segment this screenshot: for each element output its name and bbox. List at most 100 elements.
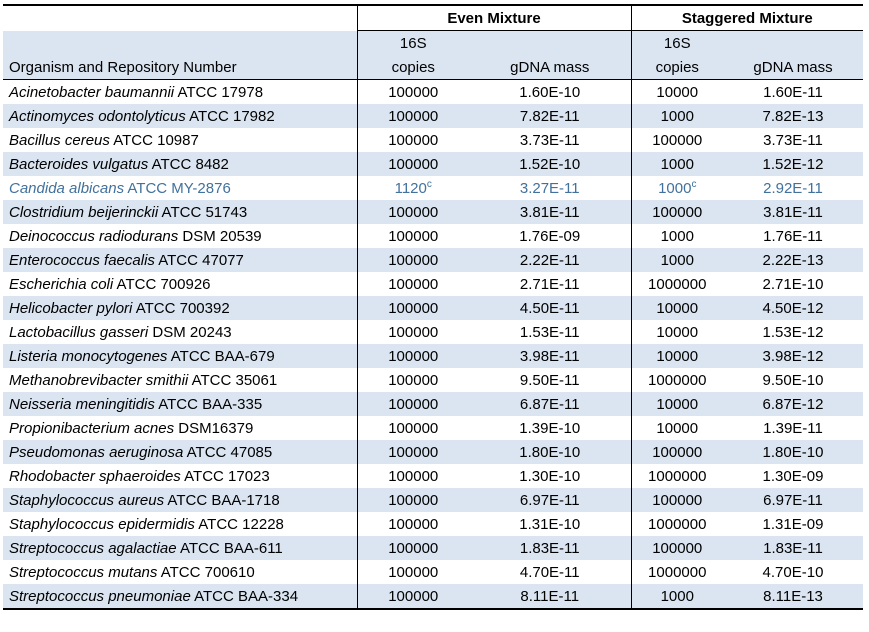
table-row: Neisseria meningitidis ATCC BAA-335 10000… — [3, 392, 863, 416]
staggered-16s-copies-cell: 10000 — [630, 392, 723, 416]
staggered-16s-copies-cell: 1000000 — [630, 464, 723, 488]
even-gdna-mass-cell: 1.80E-10 — [519, 443, 581, 461]
organism-cell: Listeria monocytogenes ATCC BAA-679 — [9, 347, 275, 365]
even-16s-copies-cell: 100000 — [356, 248, 469, 272]
empty-cell — [723, 31, 863, 56]
staggered-16s-copies-cell: 1000 — [630, 104, 723, 128]
staggered-16s-copies-cell: 10000 — [630, 320, 723, 344]
organism-cell: Bacteroides vulgatus ATCC 8482 — [9, 155, 229, 173]
even-16s-copies-cell: 100000 — [356, 560, 469, 584]
even-mixture-group-header: Even Mixture — [356, 5, 631, 31]
organism-cell: Candida albicans ATCC MY-2876 — [9, 179, 231, 197]
staggered-copies-header: copies — [630, 55, 723, 80]
staggered-gdna-mass-cell: 9.50E-10 — [762, 371, 824, 389]
table-row: Propionibacterium acnes DSM16379 100000 1.… — [3, 416, 863, 440]
table-row: Bacillus cereus ATCC 10987 100000 3.73E-11… — [3, 128, 863, 152]
even-gdna-mass-cell: 9.50E-11 — [519, 371, 580, 389]
organism-name: Methanobrevibacter smithii — [9, 371, 189, 389]
staggered-16s-copies-cell: 1000 — [630, 248, 723, 272]
organism-cell: Enterococcus faecalis ATCC 47077 — [9, 251, 244, 269]
table-row: Candida albicans ATCC MY-2876 1120c 3.27E-… — [3, 176, 863, 200]
staggered-gdna-mass-cell: 1.80E-10 — [762, 443, 824, 461]
organism-cell: Neisseria meningitidis ATCC BAA-335 — [9, 395, 263, 413]
table-row: Pseudomonas aeruginosa ATCC 47085 100000 1… — [3, 440, 863, 464]
staggered-16s-copies-cell: 10000 — [630, 296, 723, 320]
staggered-16s-copies-cell: 100000 — [630, 440, 723, 464]
organism-name: Acinetobacter baumannii — [9, 83, 175, 101]
organism-cell: Streptococcus agalactiae ATCC BAA-611 — [9, 539, 283, 557]
organism-cell: Helicobacter pylori ATCC 700392 — [9, 299, 230, 317]
organism-name: Helicobacter pylori — [9, 299, 133, 317]
organism-name: Bacteroides vulgatus — [9, 155, 149, 173]
staggered-16s-copies-cell: 1000 — [630, 224, 723, 248]
organism-cell: Streptococcus mutans ATCC 700610 — [9, 563, 255, 581]
staggered-mixture-group-header: Staggered Mixture — [630, 5, 863, 31]
organism-cell: Clostridium beijerinckii ATCC 51743 — [9, 203, 248, 221]
staggered-gdna-mass-cell: 1.53E-12 — [762, 323, 824, 341]
staggered-gdna-mass-cell: 6.97E-11 — [763, 491, 823, 509]
table-row: Actinomyces odontolyticus ATCC 17982 1000… — [3, 104, 863, 128]
staggered-gdna-mass-cell: 2.71E-10 — [762, 275, 824, 293]
staggered-gdna-mass-cell: 3.98E-12 — [762, 347, 824, 365]
staggered-16s-copies-cell: 1000000 — [630, 368, 723, 392]
organism-name: Streptococcus pneumoniae — [9, 587, 191, 605]
staggered-gdna-mass-cell: 3.81E-11 — [763, 203, 823, 221]
even-gdna-mass-cell: 6.87E-11 — [519, 395, 580, 413]
staggered-gdna-mass-cell: 4.50E-12 — [762, 299, 824, 317]
organism-cell: Acinetobacter baumannii ATCC 17978 — [9, 83, 264, 101]
even-16s-copies-cell: 1120c — [356, 176, 469, 200]
staggered-16s-copies-cell: 1000000 — [630, 560, 723, 584]
organism-column-header: Organism and Repository Number — [3, 55, 357, 80]
table-row: Clostridium beijerinckii ATCC 51743 10000… — [3, 200, 863, 224]
staggered-gdna-mass-header: gDNA mass — [723, 55, 863, 80]
even-16s-copies-cell: 100000 — [356, 296, 469, 320]
footnote-marker: c — [691, 178, 697, 190]
organism-cell: Staphylococcus epidermidis ATCC 12228 — [9, 515, 284, 533]
empty-cell — [469, 31, 631, 56]
table-row: Enterococcus faecalis ATCC 47077 100000 2.… — [3, 248, 863, 272]
staggered-16s-copies-cell: 100000 — [630, 128, 723, 152]
even-16s-copies-cell: 100000 — [356, 584, 469, 609]
even-16s-copies-cell: 100000 — [356, 152, 469, 176]
staggered-gdna-mass-cell: 6.87E-12 — [762, 395, 824, 413]
staggered-16s-copies-cell: 1000000 — [630, 512, 723, 536]
organism-name: Escherichia coli — [9, 275, 114, 293]
staggered-16s-copies-cell: 1000 — [630, 584, 723, 609]
even-gdna-mass-cell: 4.70E-11 — [519, 563, 580, 581]
table-row: Streptococcus pneumoniae ATCC BAA-334 100… — [3, 584, 863, 609]
even-gdna-mass-cell: 3.73E-11 — [519, 131, 580, 149]
organism-cell: Bacillus cereus ATCC 10987 — [9, 131, 199, 149]
table-row: Staphylococcus epidermidis ATCC 12228 100… — [3, 512, 863, 536]
staggered-16s-copies-cell: 100000 — [630, 200, 723, 224]
subheader-row-labels: Organism and Repository Number copies gD… — [3, 55, 863, 80]
table-row: Deinococcus radiodurans DSM 20539 100000 1… — [3, 224, 863, 248]
staggered-gdna-mass-cell: 1.83E-11 — [763, 539, 823, 557]
organism-name: Listeria monocytogenes — [9, 347, 168, 365]
staggered-16s-header: 16S — [630, 30, 723, 55]
staggered-gdna-mass-cell: 1.52E-12 — [762, 155, 824, 173]
even-16s-copies-cell: 100000 — [356, 79, 469, 104]
organism-name: Rhodobacter sphaeroides — [9, 467, 181, 485]
staggered-16s-copies-cell: 10000 — [630, 416, 723, 440]
table-row: Listeria monocytogenes ATCC BAA-679 10000… — [3, 344, 863, 368]
staggered-gdna-mass-cell: 8.11E-13 — [763, 587, 823, 605]
footnote-marker: c — [426, 178, 432, 190]
even-gdna-mass-cell: 1.60E-10 — [519, 83, 581, 101]
table-row: Bacteroides vulgatus ATCC 8482 100000 1.52… — [3, 152, 863, 176]
even-16s-copies-cell: 100000 — [356, 440, 469, 464]
table-row: Escherichia coli ATCC 700926 100000 2.71E-… — [3, 272, 863, 296]
table-row: Streptococcus mutans ATCC 700610 100000 4.… — [3, 560, 863, 584]
even-gdna-mass-cell: 2.22E-11 — [519, 251, 580, 269]
even-16s-copies-cell: 100000 — [356, 392, 469, 416]
even-gdna-mass-cell: 3.98E-11 — [519, 347, 580, 365]
staggered-16s-copies-cell: 1000 — [630, 152, 723, 176]
organism-cell: Pseudomonas aeruginosa ATCC 47085 — [9, 443, 273, 461]
even-gdna-mass-cell: 4.50E-11 — [519, 299, 580, 317]
even-gdna-mass-cell: 1.76E-09 — [519, 227, 581, 245]
even-gdna-mass-cell: 1.30E-10 — [519, 467, 581, 485]
even-16s-copies-cell: 100000 — [356, 488, 469, 512]
staggered-16s-copies-cell: 10000 — [630, 79, 723, 104]
even-gdna-mass-cell: 8.11E-11 — [520, 587, 580, 605]
organism-name: Clostridium beijerinckii — [9, 203, 159, 221]
staggered-16s-copies-cell: 1000000 — [630, 272, 723, 296]
